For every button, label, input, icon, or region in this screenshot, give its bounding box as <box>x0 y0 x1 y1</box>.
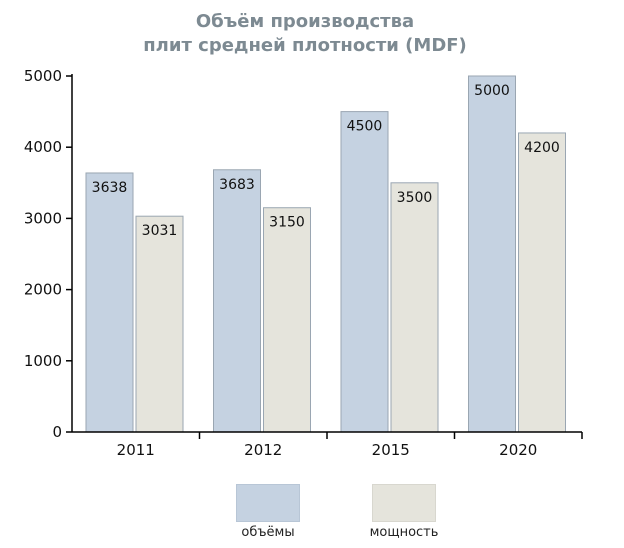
data-label-volumes-2012: 3683 <box>219 177 255 193</box>
bar-capacity-2015 <box>390 182 439 433</box>
y-tick-label-2000: 2000 <box>24 281 62 299</box>
data-label-capacity-2020: 4200 <box>524 140 560 156</box>
data-label-volumes-2015: 4500 <box>347 119 383 135</box>
x-tick-label-2015: 2015 <box>372 441 410 459</box>
legend-label-volumes: объёмы <box>241 525 295 540</box>
bar-capacity-2020 <box>518 132 566 433</box>
bar-volumes-2020 <box>468 75 516 433</box>
y-tick-label-1000: 1000 <box>24 352 62 370</box>
bar-capacity-2012 <box>263 207 311 433</box>
x-tick-label-2012: 2012 <box>244 441 282 459</box>
data-label-volumes-2020: 5000 <box>474 83 510 99</box>
y-tick-label-5000: 5000 <box>24 67 62 85</box>
data-label-volumes-2011: 3638 <box>92 180 128 196</box>
chart-title-line-1: Объём производства <box>195 11 415 32</box>
x-tick-label-2011: 2011 <box>117 441 155 459</box>
y-tick-label-4000: 4000 <box>24 138 62 156</box>
data-label-capacity-2011: 3031 <box>142 223 178 239</box>
y-tick-label-0: 0 <box>52 423 62 441</box>
bar-volumes-2015 <box>340 111 389 433</box>
y-tick-label-3000: 3000 <box>24 209 62 227</box>
legend-label-capacity: мощность <box>369 525 439 540</box>
x-tick-label-2020: 2020 <box>499 441 537 459</box>
data-label-capacity-2012: 3150 <box>269 215 305 231</box>
legend-swatch-volumes <box>236 484 300 522</box>
chart-title-line-2: плит средней плотности (MDF) <box>143 35 467 56</box>
data-label-capacity-2015: 3500 <box>397 190 433 206</box>
bar-volumes-2012 <box>213 169 261 433</box>
bar-capacity-2011 <box>135 215 184 433</box>
legend-swatch-capacity <box>372 484 436 522</box>
bar-volumes-2011 <box>85 172 134 433</box>
